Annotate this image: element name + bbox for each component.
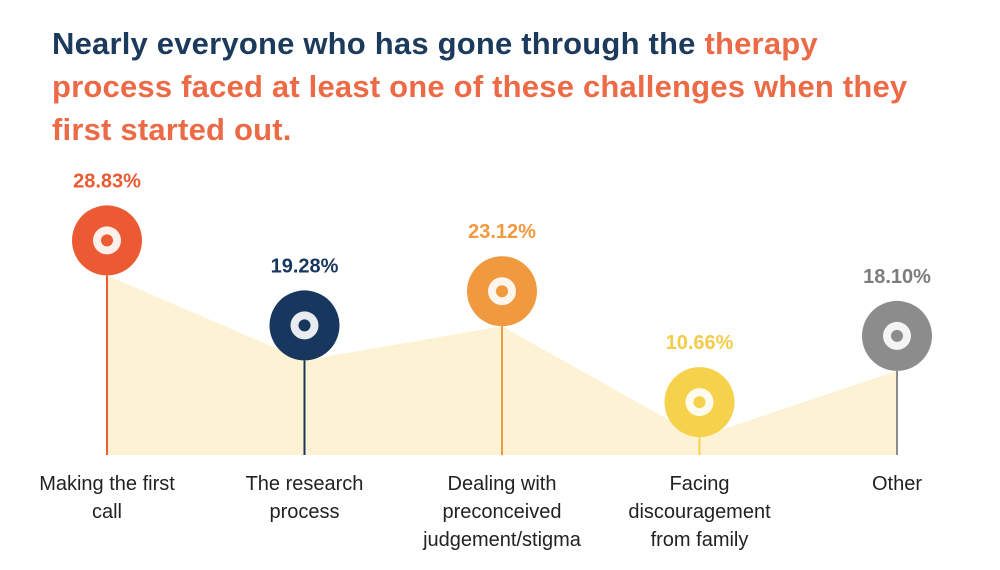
icon-dot bbox=[693, 396, 706, 409]
value-label: 18.10% bbox=[863, 266, 931, 288]
title-part: therapy process faced at least one of th… bbox=[52, 26, 908, 147]
value-label: 10.66% bbox=[666, 332, 734, 354]
value-label: 28.83% bbox=[73, 170, 141, 192]
value-label: 23.12% bbox=[468, 221, 536, 243]
title-part: Nearly everyone who has gone through the bbox=[52, 26, 696, 61]
icon-dot bbox=[101, 234, 113, 247]
category-label: The research process bbox=[245, 473, 364, 523]
icon-dot bbox=[891, 329, 903, 342]
icon-dot bbox=[298, 319, 311, 332]
category-label: Facing discouragement from family bbox=[628, 473, 771, 551]
chart-title: Nearly everyone who has gone through the… bbox=[52, 22, 912, 151]
category-label: Dealing with preconceived judgement/stig… bbox=[423, 473, 581, 551]
category-label: Making the first call bbox=[39, 473, 175, 523]
icon-dot bbox=[496, 285, 508, 298]
value-label: 19.28% bbox=[271, 255, 339, 277]
category-label: Other bbox=[871, 473, 923, 495]
